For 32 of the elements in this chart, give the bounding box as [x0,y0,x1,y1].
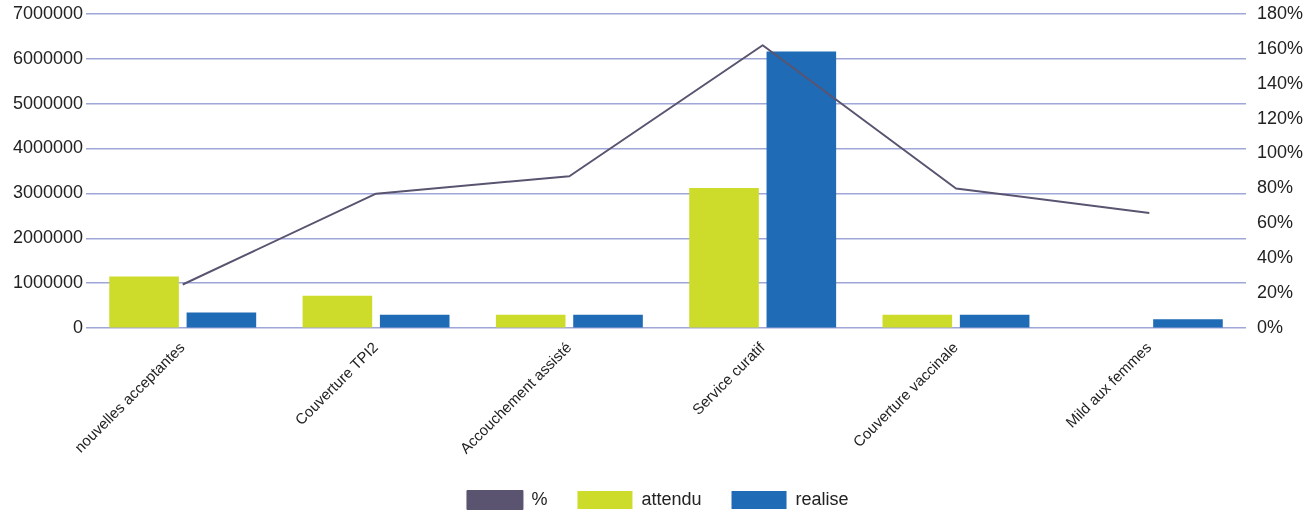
bar [689,188,759,328]
bar [186,312,257,328]
y2-tick-label: 80% [1256,177,1293,198]
y-tick-label: 7000000 [13,2,84,23]
legend-label: % [531,488,548,509]
y2-tick-label: 120% [1256,107,1304,128]
bar [379,314,450,328]
y-tick-label: 6000000 [13,47,84,68]
y-tick-label: 1000000 [13,272,84,293]
bar [495,314,566,328]
y-tick-label: 3000000 [13,182,84,203]
bar [573,314,643,328]
y2-tick-label: 180% [1256,2,1304,23]
bar [766,51,837,328]
y2-tick-label: 60% [1256,212,1293,233]
bar [109,276,179,328]
y-tick-label: 4000000 [13,137,84,158]
y-tick-label: 2000000 [13,227,84,248]
y2-tick-label: 40% [1256,247,1293,268]
y-tick-label: 0 [73,317,84,338]
y2-tick-label: 20% [1256,282,1293,303]
legend-label: attendu [641,488,702,509]
legend-label: realise [795,488,849,509]
y-tick-label: 5000000 [13,92,84,113]
bar [882,314,953,328]
y2-tick-label: 160% [1256,37,1304,58]
bar [302,295,373,328]
y2-tick-label: 0% [1256,317,1283,338]
bar [959,314,1030,328]
y2-tick-label: 100% [1256,142,1304,163]
bar [1153,319,1223,328]
y2-tick-label: 140% [1256,72,1304,93]
